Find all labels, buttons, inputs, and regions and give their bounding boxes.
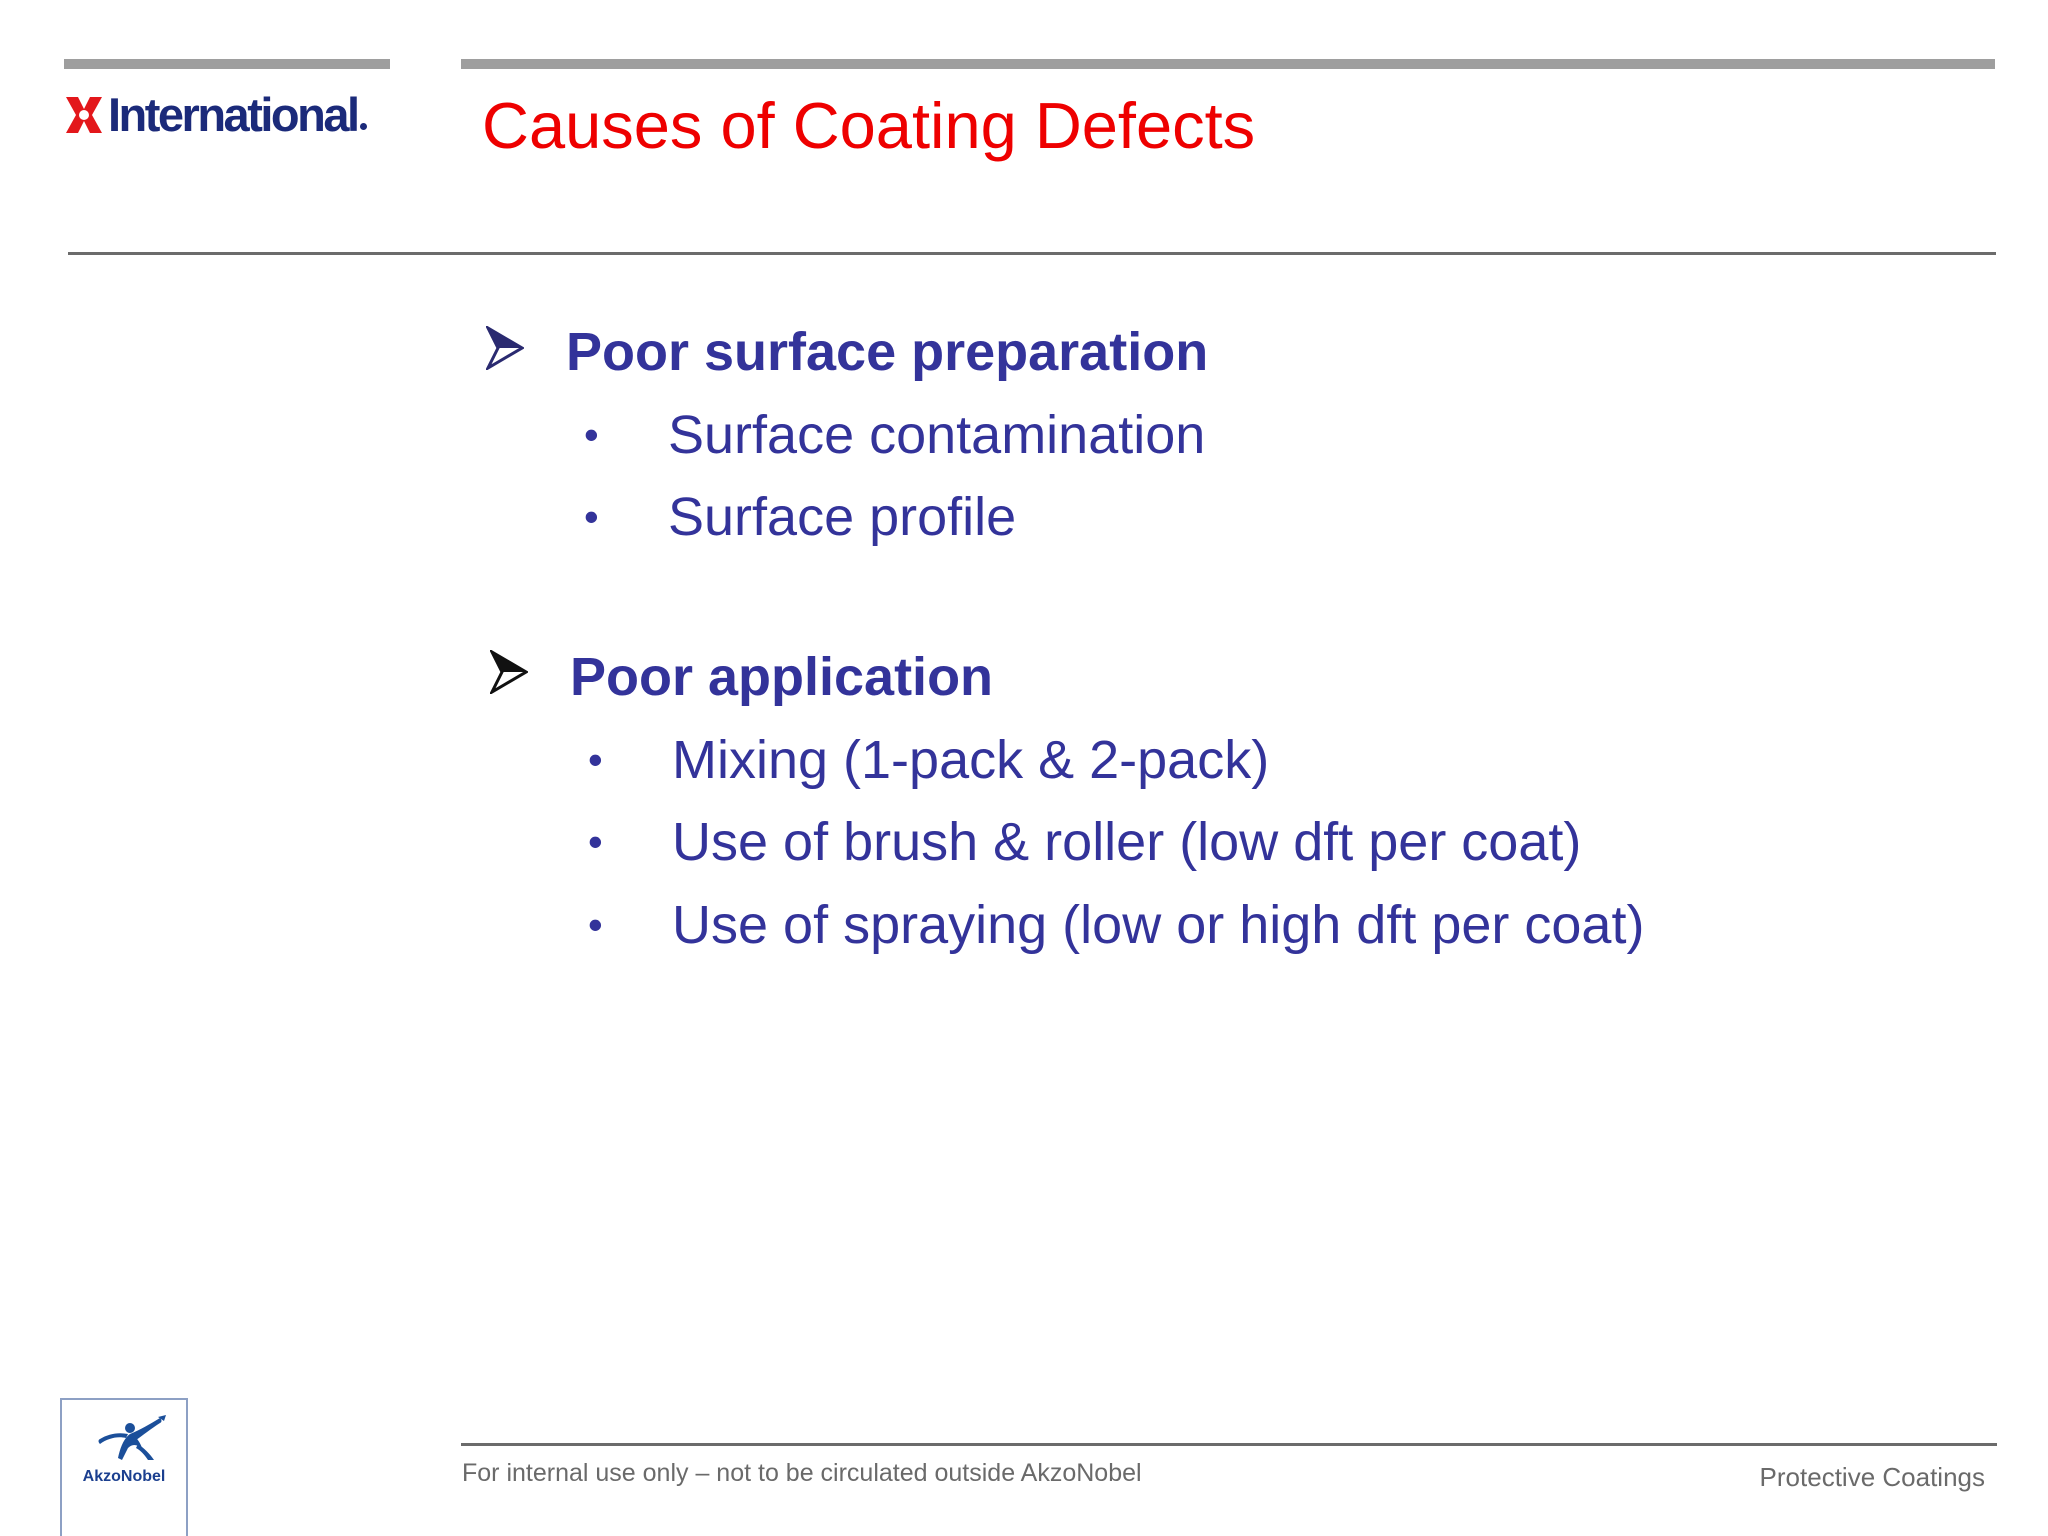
arrow-bullet-icon <box>490 650 528 694</box>
logo-wordmark: International <box>108 88 360 141</box>
bullet-spraying: Use of spraying (low or high dft per coa… <box>672 895 1645 955</box>
international-logo: International <box>62 88 367 141</box>
section-heading-application: Poor application <box>570 647 994 707</box>
x-mark-icon <box>66 97 102 133</box>
footer-confidentiality-note: For internal use only – not to be circul… <box>462 1459 1142 1487</box>
footer-divider <box>461 1443 1997 1446</box>
logo-registered-dot <box>359 123 367 130</box>
bullet-dot: • <box>588 818 603 865</box>
top-accent-bar-left <box>64 59 390 69</box>
title-divider <box>68 252 1996 255</box>
top-accent-bar-right <box>461 59 1995 69</box>
bullet-dot: • <box>584 493 599 540</box>
bullet-dot: • <box>588 736 603 783</box>
footer-division-label: Protective Coatings <box>1759 1462 1985 1492</box>
bullet-mixing: Mixing (1-pack & 2-pack) <box>672 730 1270 790</box>
akzonobel-logo: AkzoNobel <box>60 1398 188 1536</box>
page-title: Causes of Coating Defects <box>482 89 1256 162</box>
section-heading-surface-preparation: Poor surface preparation <box>566 322 1209 382</box>
bullet-brush-roller: Use of brush & roller (low dft per coat) <box>672 812 1582 872</box>
bullet-surface-profile: Surface profile <box>668 487 1017 547</box>
akzonobel-wordmark: AkzoNobel <box>82 1468 166 1485</box>
bullet-dot: • <box>588 901 603 948</box>
bullet-dot: • <box>584 411 599 458</box>
arrow-bullet-icon <box>486 326 524 370</box>
bullet-surface-contamination: Surface contamination <box>668 405 1206 465</box>
akzonobel-figure-icon <box>98 1415 166 1460</box>
